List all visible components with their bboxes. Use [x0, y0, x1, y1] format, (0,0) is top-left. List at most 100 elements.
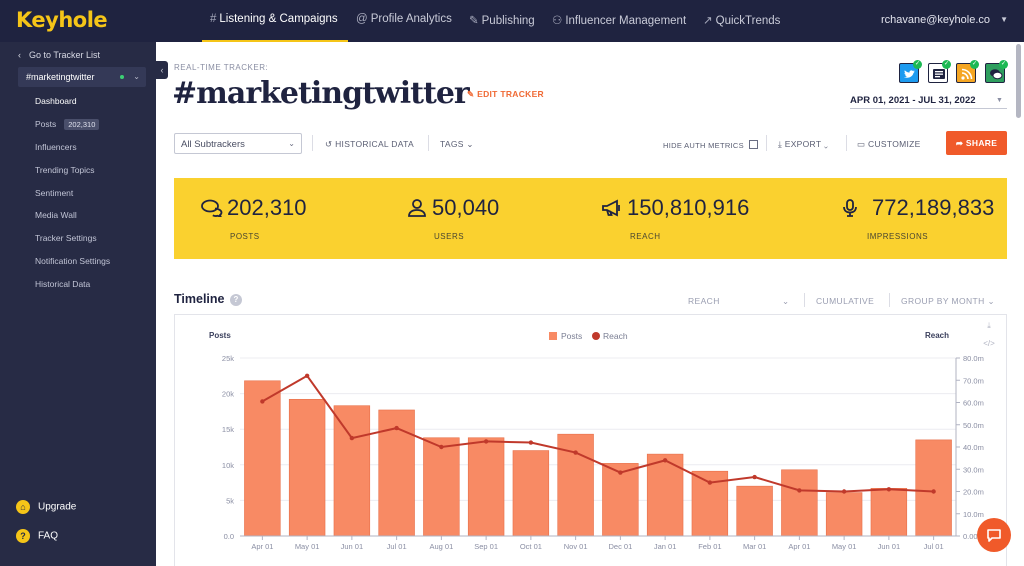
news-icon[interactable]: ✓: [928, 60, 951, 83]
sidebar-collapse-button[interactable]: ‹: [156, 61, 168, 79]
y2-tick-label: 30.0m: [963, 465, 984, 474]
faq-link[interactable]: ? FAQ: [16, 529, 58, 543]
timeline-title: Timeline: [174, 292, 225, 306]
date-range-picker[interactable]: APR 01, 2021 - JUL 31, 2022: [850, 95, 976, 106]
posts-count-badge: 202,310: [64, 119, 100, 130]
subtracker-select[interactable]: All Subtrackers ⌄: [174, 133, 302, 154]
share-button[interactable]: ➦ SHARE: [946, 131, 1007, 155]
check-icon: ✓: [942, 60, 951, 69]
export-dropdown[interactable]: ⤓ EXPORT ⌄: [778, 139, 828, 150]
stats-banner: 202,310 POSTS 50,040 USERS 150,810,916 R…: [174, 178, 1007, 259]
back-to-tracker-list[interactable]: ‹ Go to Tracker List: [18, 50, 100, 60]
y2-tick-label: 80.0m: [963, 354, 984, 363]
nav-influencer-management[interactable]: ⚇ Influencer Management: [552, 13, 686, 27]
sidebar-item-label: Posts: [35, 119, 57, 129]
layout-icon: ▭: [857, 139, 866, 149]
point-reach: [707, 480, 713, 485]
timeline-chart: Posts Reach Posts Reach 0.0 5k 10k 15k 20k 25k 0.0…: [209, 331, 984, 551]
point-reach: [349, 435, 355, 441]
divider: [428, 135, 429, 151]
point-reach: [797, 488, 802, 493]
customize-button[interactable]: ▭ CUSTOMIZE: [857, 139, 921, 150]
chevron-down-icon[interactable]: ▼: [1000, 15, 1008, 24]
edit-tracker-link[interactable]: ✎ EDIT TRACKER: [467, 89, 544, 100]
legend-label-posts: Posts: [561, 331, 582, 341]
point-reach: [886, 487, 892, 492]
x-tick-label: Sep 01: [474, 542, 498, 551]
nav-listening-campaigns[interactable]: # Listening & Campaigns: [210, 13, 338, 25]
bar-posts: [781, 469, 818, 537]
back-label: Go to Tracker List: [29, 50, 101, 60]
stat-label: REACH: [630, 232, 661, 241]
y-tick-label: 20k: [222, 390, 234, 399]
hide-auth-checkbox[interactable]: [748, 140, 758, 149]
nav-quicktrends[interactable]: ↗ QuickTrends: [703, 13, 780, 27]
download-icon[interactable]: ⤓: [987, 321, 991, 330]
upgrade-label: Upgrade: [38, 501, 77, 513]
hide-auth-metrics-toggle[interactable]: HIDE AUTH METRICS: [663, 140, 758, 150]
sidebar-item-dashboard[interactable]: Dashboard: [35, 96, 77, 106]
sidebar-item-sentiment[interactable]: Sentiment: [35, 188, 74, 198]
nav-label: QuickTrends: [715, 15, 781, 27]
trend-icon: ↗: [703, 15, 713, 27]
point-reach: [483, 439, 489, 444]
legend-swatch-posts: [549, 332, 557, 340]
at-icon: @: [356, 13, 368, 25]
page-title: #marketingtwitter: [172, 76, 470, 111]
user-icon: [408, 199, 426, 217]
lock-icon: ⌂: [16, 500, 30, 514]
point-reach: [260, 399, 265, 404]
metric-select[interactable]: REACH: [688, 296, 720, 306]
x-tick-label: Jul 01: [924, 542, 944, 551]
x-tick-label: May 01: [295, 542, 320, 551]
bar-posts: [825, 492, 863, 537]
tracker-select[interactable]: #marketingtwitter ⌄: [18, 67, 146, 87]
help-icon[interactable]: ?: [230, 294, 242, 306]
sidebar-item-notification-settings[interactable]: Notification Settings: [35, 256, 111, 266]
twitter-icon[interactable]: ✓: [899, 60, 922, 83]
chevron-down-icon: ⌄: [288, 139, 295, 148]
code-icon[interactable]: </>: [983, 339, 995, 348]
chevron-down-icon: ⌄: [987, 296, 995, 306]
chat-icon: [201, 199, 223, 217]
hide-auth-label: HIDE AUTH METRICS: [663, 141, 744, 150]
page-scrollbar[interactable]: [1016, 44, 1021, 118]
stat-label: IMPRESSIONS: [867, 232, 929, 241]
sidebar-item-influencers[interactable]: Influencers: [35, 142, 77, 152]
tags-dropdown[interactable]: TAGS ⌄: [440, 139, 474, 150]
sidebar-item-historical-data[interactable]: Historical Data: [35, 279, 91, 289]
nav-publishing[interactable]: ✎ Publishing: [469, 13, 535, 27]
nav-profile-analytics[interactable]: @ Profile Analytics: [356, 13, 452, 25]
download-icon: ⤓: [778, 139, 783, 149]
chevron-down-icon[interactable]: ▼: [996, 97, 1003, 104]
sidebar-item-posts[interactable]: Posts 202,310: [35, 119, 100, 130]
sidebar-item-media-wall[interactable]: Media Wall: [35, 210, 77, 220]
x-tick-label: Jul 01: [387, 542, 407, 551]
sidebar-item-tracker-settings[interactable]: Tracker Settings: [35, 233, 97, 243]
sidebar: ‹ Go to Tracker List #marketingtwitter ⌄ …: [0, 42, 156, 566]
cumulative-toggle[interactable]: CUMULATIVE: [816, 296, 875, 306]
group-by-select[interactable]: GROUP BY MONTH ⌄: [901, 296, 995, 307]
historical-data-button[interactable]: ↺ HISTORICAL DATA: [325, 139, 414, 150]
chevron-down-icon[interactable]: ⌄: [782, 296, 790, 306]
history-icon: ↺: [325, 139, 333, 149]
stat-label: POSTS: [230, 232, 260, 241]
pencil-icon: ✎: [469, 15, 479, 27]
subtracker-value: All Subtrackers: [181, 139, 245, 150]
y2-tick-label: 0.00: [963, 532, 978, 541]
point-reach: [662, 458, 668, 463]
sidebar-item-trending-topics[interactable]: Trending Topics: [35, 165, 95, 175]
rss-icon[interactable]: ✓: [956, 60, 979, 83]
bar-posts: [244, 380, 281, 537]
keyhole-logo[interactable]: Keyhole: [16, 8, 108, 32]
chevron-down-icon: ⌄: [823, 139, 829, 149]
upgrade-link[interactable]: ⌂ Upgrade: [16, 500, 76, 514]
user-menu[interactable]: rchavane@keyhole.co: [880, 14, 990, 26]
user-icon: ⚇: [552, 15, 563, 27]
tracker-select-value: #marketingtwitter: [26, 72, 95, 82]
chart-tools: ⤓ </>: [978, 317, 1000, 353]
share-icon: ➦: [955, 138, 964, 148]
chat-support-button[interactable]: [977, 518, 1011, 552]
chevron-down-icon: ⌄: [133, 72, 140, 81]
forum-icon[interactable]: ✓: [985, 60, 1008, 83]
